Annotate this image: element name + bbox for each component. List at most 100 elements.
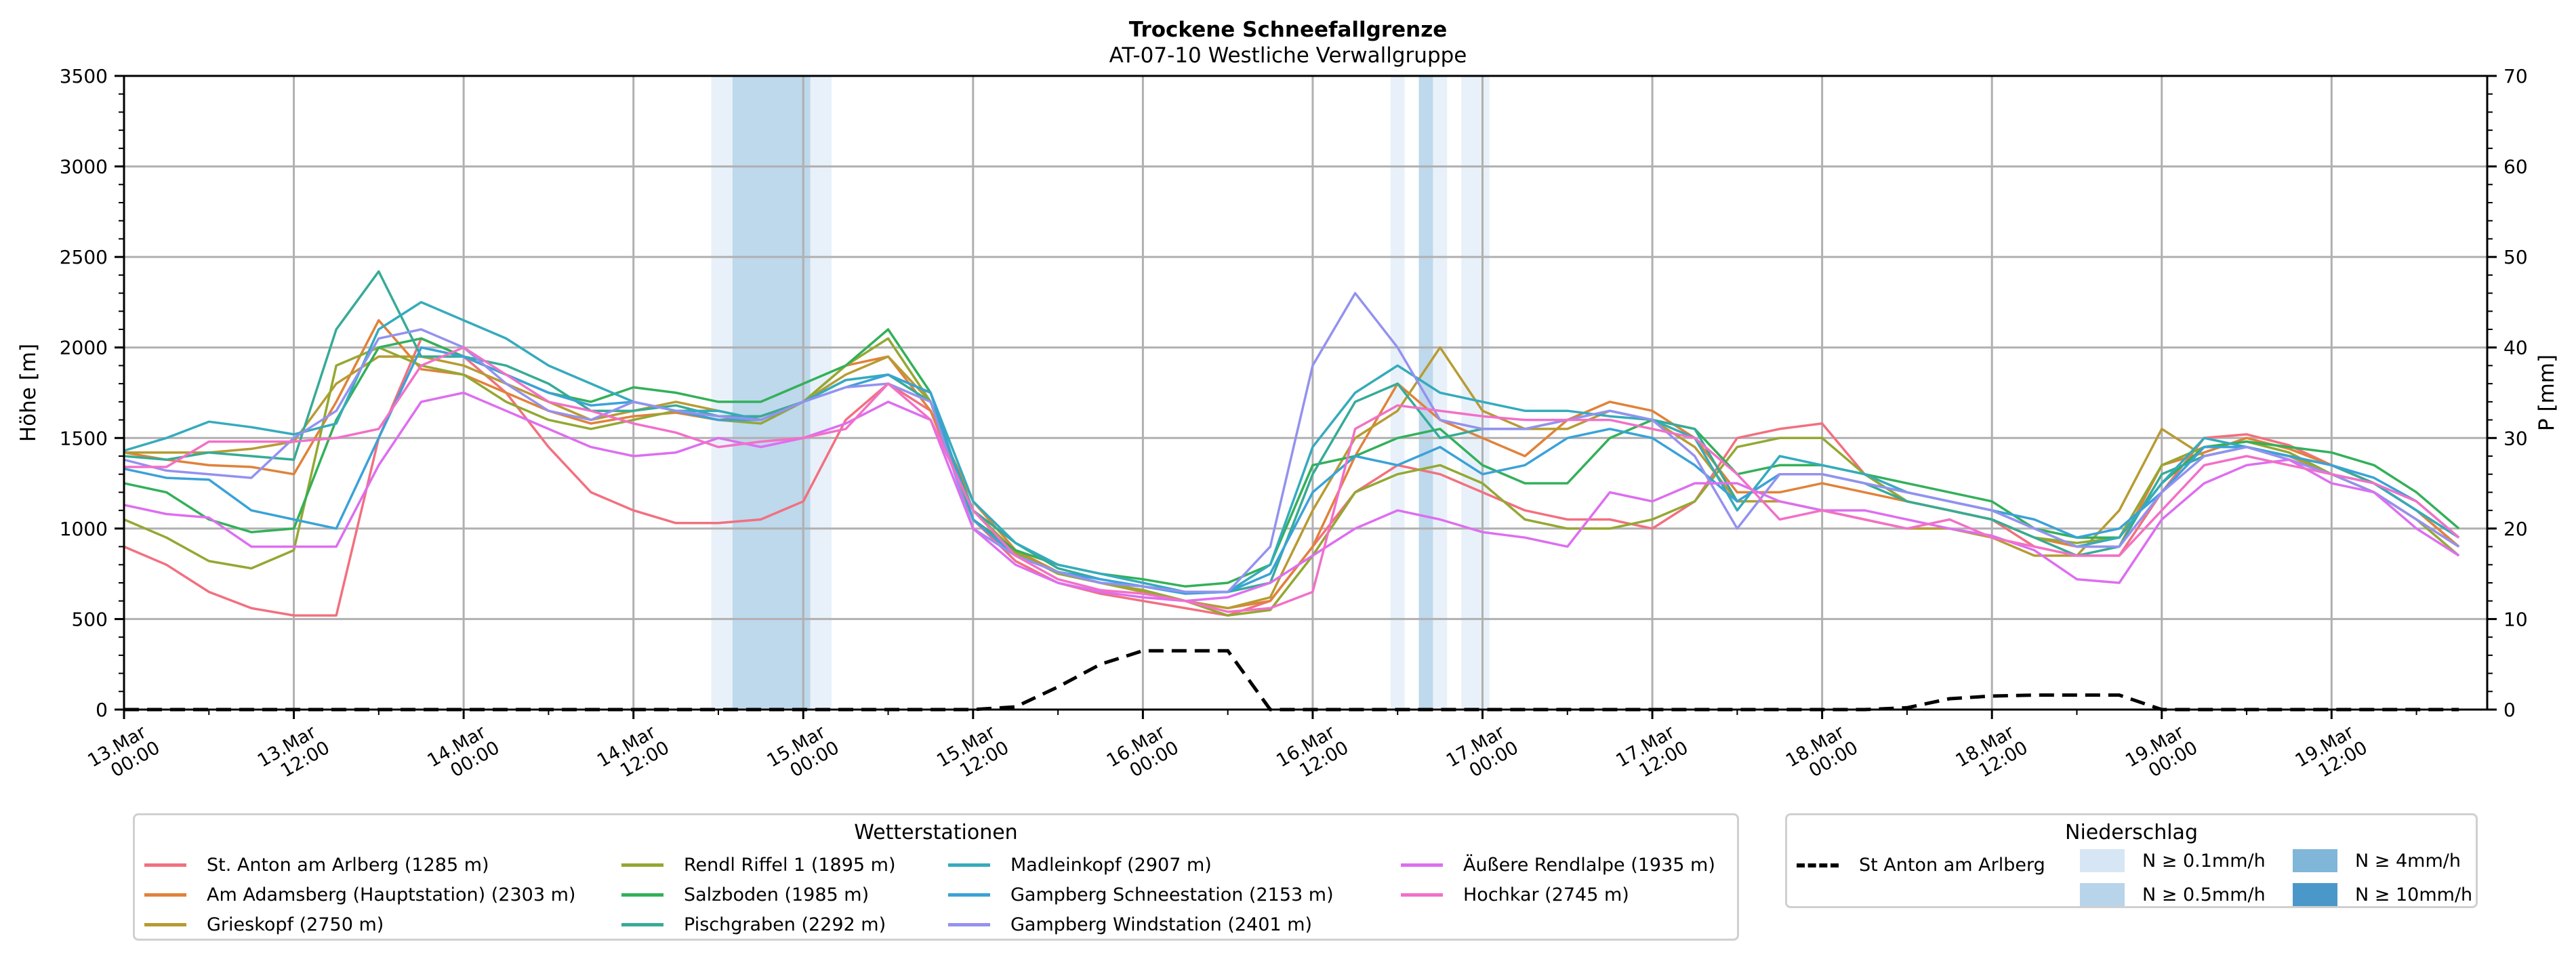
chart-title: Trockene Schneefallgrenze [1128, 18, 1448, 42]
precip-line [124, 649, 2459, 712]
axes: 0 0 500 10 1000 20 1500 30 2000 40 2500 50 3000 60 350… [16, 65, 2559, 781]
legend-label: Äußere Rendlalpe (1935 m) [1463, 855, 1715, 876]
legend-line-icon [948, 923, 990, 926]
series-line-2 [124, 346, 2460, 610]
legend-label: Grieskopf (2750 m) [207, 914, 384, 935]
snowline-chart: 0 0 500 10 1000 20 1500 30 2000 40 2500 50 3000 60 350… [16, 65, 2559, 781]
precip-legend-title: Niederschlag [2065, 821, 2198, 844]
series-line-10 [124, 346, 2460, 613]
series-line-8 [123, 291, 2460, 594]
legend-line-icon [1401, 893, 1443, 897]
legend-line-icon [144, 893, 186, 897]
legend-line-icon [144, 863, 186, 867]
y-tick-label: 0 [96, 699, 108, 721]
legend-label: Pischgraben (2292 m) [684, 914, 886, 935]
color-patch-icon [2293, 849, 2337, 872]
y2-tick-label: 50 [2503, 246, 2528, 268]
precip-level-label: N ≥ 4mm/h [2355, 850, 2461, 872]
color-patch-icon [2293, 883, 2337, 906]
y-tick-label: 3000 [60, 156, 108, 178]
legend-label: Salzboden (1985 m) [684, 884, 870, 905]
y-tick-label: 500 [72, 608, 108, 630]
y-tick-label: 1000 [60, 518, 108, 540]
legend-item: Pischgraben (2292 m) [621, 914, 886, 935]
legend-line-icon [948, 893, 990, 897]
y-tick-label: 1500 [60, 427, 108, 449]
precip-line-label: St Anton am Arlberg [1859, 855, 2045, 876]
legend-line-icon [948, 863, 990, 867]
precip-level-label: N ≥ 10mm/h [2355, 884, 2473, 905]
plot-frame [123, 75, 2489, 711]
precip-band [1461, 76, 1490, 710]
y-tick-label: 2500 [60, 246, 108, 268]
precip-legend-item: N ≥ 4mm/h [2293, 849, 2461, 872]
precip-legend: Niederschlag St Anton am Arlberg N ≥ 0.1… [1785, 813, 2478, 908]
legend-line-icon [1401, 863, 1443, 867]
precip-legend-line: St Anton am Arlberg [1797, 855, 2045, 876]
legend-line-icon [144, 923, 186, 926]
y2-tick-label: 0 [2503, 699, 2516, 721]
y2-tick-label: 70 [2503, 65, 2528, 87]
legend-item: Rendl Riffel 1 (1895 m) [621, 855, 895, 876]
precip-band [732, 76, 811, 710]
legend-label: Am Adamsberg (Hauptstation) (2303 m) [207, 884, 576, 905]
legend-item: Äußere Rendlalpe (1935 m) [1401, 855, 1715, 876]
y2-axis-label: P [mm] [2535, 354, 2559, 431]
stations-legend-title: Wetterstationen [854, 821, 1018, 844]
stations-legend: Wetterstationen St. Anton am Arlberg (12… [133, 813, 1739, 941]
legend-item: Madleinkopf (2907 m) [948, 855, 1212, 876]
legend-line-icon [621, 893, 663, 897]
precip-band [711, 76, 733, 710]
precip-legend-item: N ≥ 0.5mm/h [2080, 883, 2266, 906]
precip-level-label: N ≥ 0.1mm/h [2142, 850, 2266, 872]
legend-label: Hochkar (2745 m) [1463, 884, 1629, 905]
legend-line-icon [621, 863, 663, 867]
y2-tick-label: 60 [2503, 156, 2528, 178]
color-patch-icon [2080, 883, 2125, 906]
series-line-9 [123, 391, 2460, 602]
y2-tick-label: 20 [2503, 518, 2528, 540]
legend-label: Gampberg Schneestation (2153 m) [1010, 884, 1334, 905]
precip-legend-item: N ≥ 10mm/h [2293, 883, 2472, 906]
y2-tick-label: 30 [2503, 427, 2528, 449]
legend-line-icon [621, 923, 663, 926]
legend-item: St. Anton am Arlberg (1285 m) [144, 855, 489, 876]
precip-band [1390, 76, 1405, 710]
legend-label: Gampberg Windstation (2401 m) [1010, 914, 1313, 935]
color-patch-icon [2080, 849, 2125, 872]
dashed-line-icon [1797, 863, 1839, 867]
y2-tick-label: 10 [2503, 608, 2528, 630]
y-tick-label: 2000 [60, 337, 108, 359]
precip-band [1418, 76, 1433, 710]
legend-item: Grieskopf (2750 m) [144, 914, 384, 935]
legend-item: Hochkar (2745 m) [1401, 884, 1629, 905]
y2-tick-label: 40 [2503, 337, 2528, 359]
legend-item: Am Adamsberg (Hauptstation) (2303 m) [144, 884, 575, 905]
series-line-3 [123, 337, 2460, 617]
legend-item: Gampberg Windstation (2401 m) [948, 914, 1312, 935]
precip-level-label: N ≥ 0.5mm/h [2142, 884, 2266, 905]
legend-label: Madleinkopf (2907 m) [1010, 855, 1212, 876]
series-line-5 [123, 270, 2460, 594]
legend-label: St. Anton am Arlberg (1285 m) [207, 855, 489, 876]
legend-item: Gampberg Schneestation (2153 m) [948, 884, 1334, 905]
legend-label: Rendl Riffel 1 (1895 m) [684, 855, 896, 876]
legend-item: Salzboden (1985 m) [621, 884, 869, 905]
y-tick-label: 3500 [60, 65, 108, 87]
series-line-7 [123, 346, 2460, 595]
precip-legend-item: N ≥ 0.1mm/h [2080, 849, 2266, 872]
y-axis-label: Höhe [m] [16, 344, 41, 442]
series-lines [123, 270, 2460, 712]
